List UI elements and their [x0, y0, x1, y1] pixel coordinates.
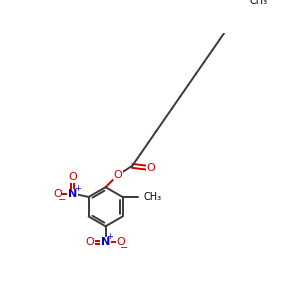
Text: −: −	[120, 243, 128, 253]
Text: O: O	[53, 189, 62, 199]
Text: N: N	[101, 237, 110, 247]
Text: CH₃: CH₃	[250, 0, 268, 6]
Text: N: N	[68, 189, 77, 199]
Text: −: −	[58, 195, 66, 205]
Text: O: O	[85, 237, 94, 247]
Text: +: +	[74, 184, 80, 194]
Text: O: O	[116, 237, 125, 247]
Text: CH₃: CH₃	[144, 192, 162, 202]
Text: O: O	[68, 172, 77, 182]
Text: O: O	[146, 163, 155, 172]
Text: O: O	[114, 170, 122, 180]
Text: +: +	[106, 232, 113, 242]
